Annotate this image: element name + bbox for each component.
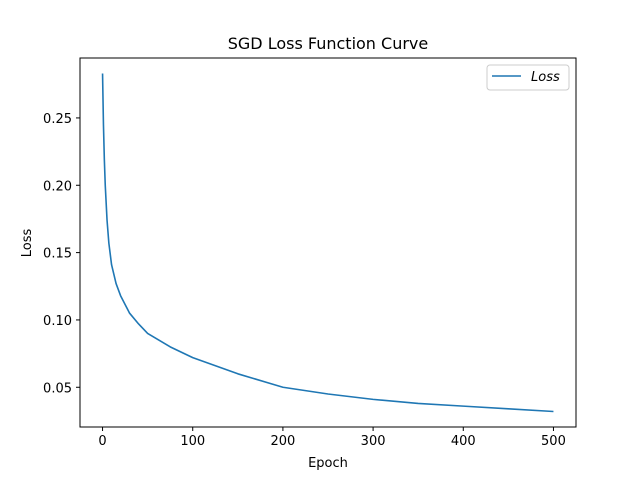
x-tick-label: 400	[451, 434, 476, 449]
x-tick-label: 100	[180, 434, 205, 449]
x-tick-label: 300	[361, 434, 386, 449]
axes-frame	[79, 57, 577, 428]
y-tick-label: 0.05	[43, 381, 72, 396]
legend: Loss	[486, 64, 570, 91]
x-axis: 0 100 200 300 400 500	[98, 427, 566, 449]
y-tick-label: 0.20	[43, 179, 72, 194]
x-axis-label: Epoch	[308, 456, 348, 471]
y-tick-label: 0.10	[43, 314, 72, 329]
loss-line	[101, 73, 554, 413]
legend-label: Loss	[531, 70, 560, 85]
y-tick-label: 0.25	[43, 112, 72, 127]
y-axis-label: Loss	[20, 229, 35, 258]
y-axis: 0.05 0.10 0.15 0.20 0.25	[43, 112, 80, 396]
plot-area	[79, 57, 577, 428]
x-tick-label: 200	[270, 434, 295, 449]
x-tick-label: 500	[541, 434, 566, 449]
y-tick-label: 0.15	[43, 247, 72, 262]
x-tick-label: 0	[98, 434, 106, 449]
legend-box	[486, 64, 570, 91]
chart-title: SGD Loss Function Curve	[228, 34, 428, 53]
